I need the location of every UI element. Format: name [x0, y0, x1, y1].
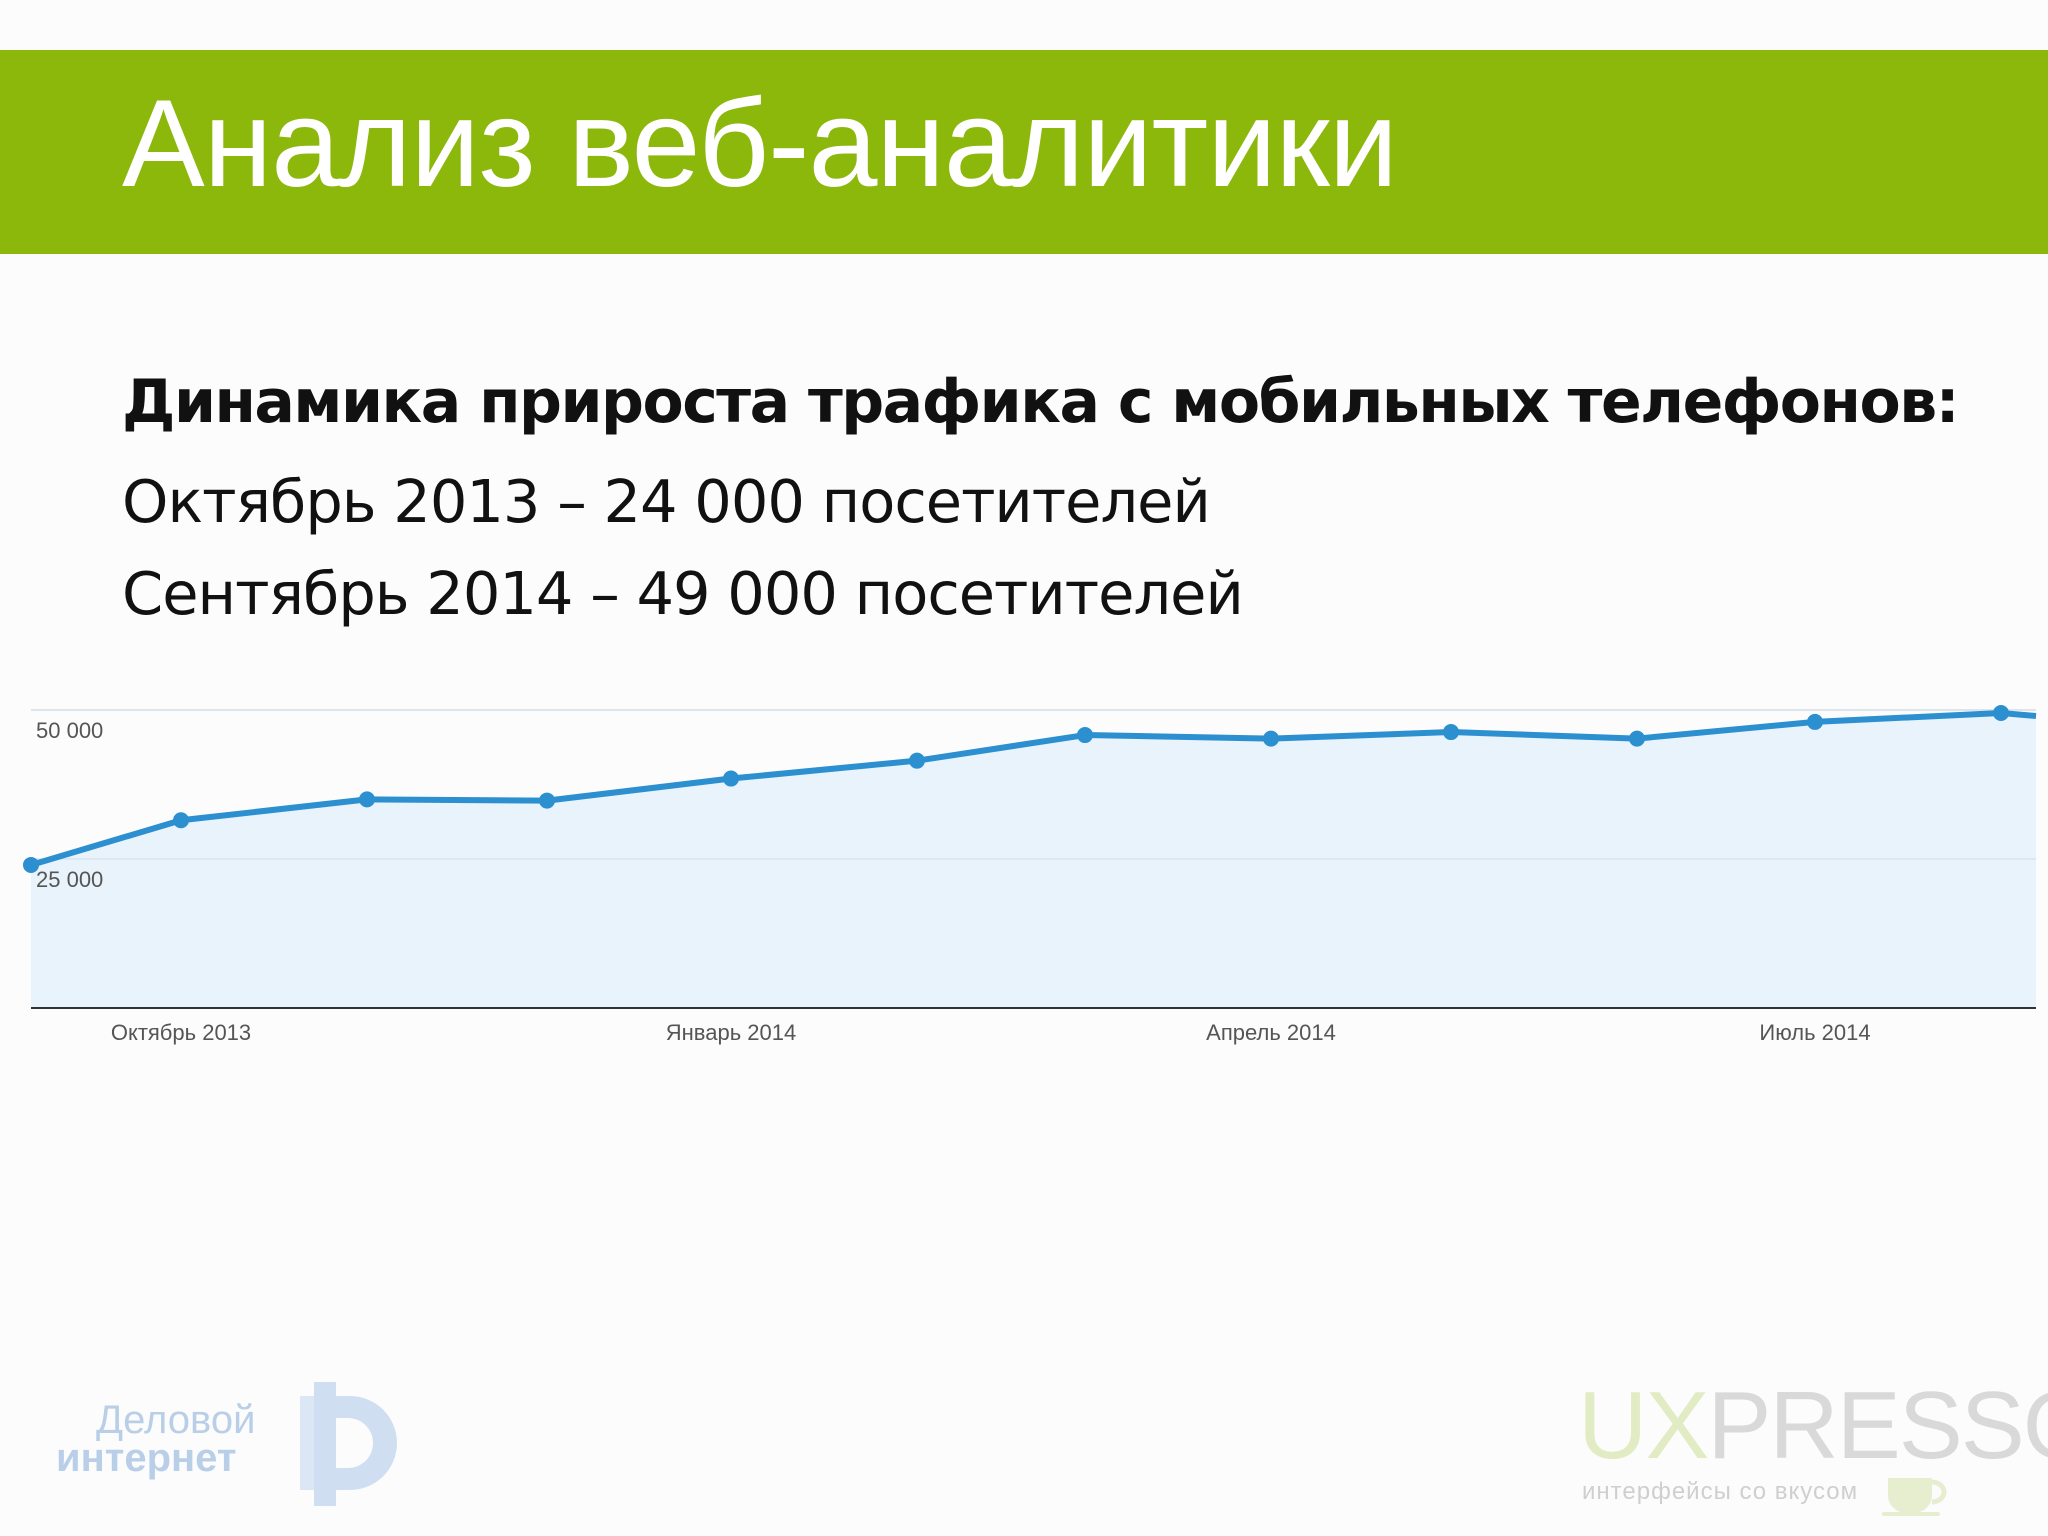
- data-point: [723, 770, 739, 787]
- uxpresso-tagline: интерфейсы со вкусом: [1582, 1478, 1859, 1505]
- x-tick-label: Октябрь 2013: [111, 1020, 251, 1045]
- data-point: [909, 752, 925, 769]
- data-point: [1629, 730, 1645, 747]
- data-point: [173, 812, 189, 829]
- uxpresso-logo: UXPRESSO интерфейсы со вкусом: [1578, 1378, 2048, 1518]
- y-tick-label: 50 000: [36, 718, 103, 743]
- uxpresso-ux: UX: [1578, 1372, 1709, 1479]
- slide-title: Анализ веб-аналитики: [122, 75, 1398, 213]
- data-point: [1263, 730, 1279, 747]
- uxpresso-wordmark: UXPRESSO: [1578, 1378, 2048, 1474]
- data-point: [1077, 727, 1093, 744]
- x-tick-label: Январь 2014: [666, 1020, 796, 1045]
- stat-september-2014: Сентябрь 2014 – 49 000 посетителей: [122, 559, 1244, 628]
- title-bar: [0, 50, 2048, 254]
- traffic-chart-svg: 50 000 25 000 Октябрь 2013 Январь 2014 Апрел…: [23, 704, 2037, 1045]
- data-point: [1993, 704, 2009, 721]
- data-point: [23, 856, 39, 873]
- y-tick-label: 25 000: [36, 867, 103, 892]
- delovoy-internet-mark-icon: [300, 1382, 397, 1506]
- data-point: [539, 792, 555, 809]
- logo-left-line2: интернет: [56, 1436, 237, 1480]
- data-point: [1443, 724, 1459, 741]
- slide-subtitle: Динамика прироста трафика с мобильных те…: [122, 367, 1960, 437]
- area-fill: [31, 712, 2036, 1008]
- data-point: [1807, 713, 1823, 730]
- x-tick-label: Июль 2014: [1759, 1020, 1870, 1045]
- delovoy-internet-logo: Деловой интернет: [56, 1378, 406, 1518]
- traffic-chart: 50 000 25 000 Октябрь 2013 Январь 2014 Апрел…: [0, 700, 2048, 1060]
- x-tick-label: Апрель 2014: [1206, 1020, 1336, 1045]
- logo-left-line1: Деловой: [96, 1398, 256, 1442]
- data-point: [359, 791, 375, 808]
- coffee-cup-icon: [1882, 1478, 1947, 1516]
- stat-october-2013: Октябрь 2013 – 24 000 посетителей: [122, 467, 1211, 536]
- uxpresso-presso: PRESSO: [1707, 1372, 2048, 1479]
